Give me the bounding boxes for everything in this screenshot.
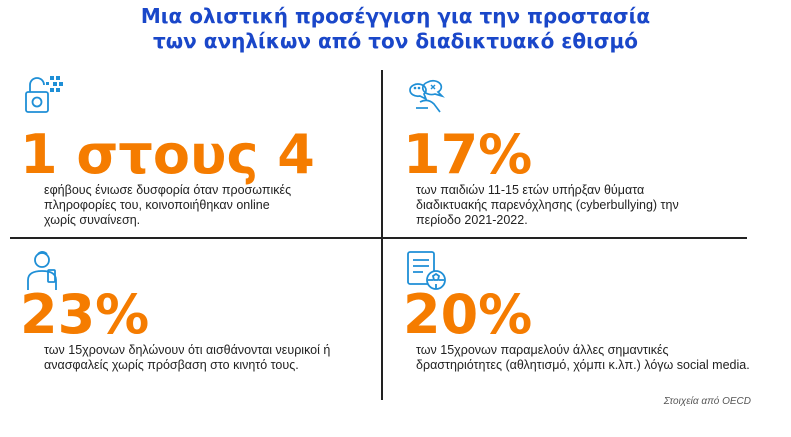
chat-bubbles-icon xyxy=(409,79,445,113)
stat-value-4: 20% xyxy=(403,283,533,346)
page-title: Μια ολιστική προσέγγιση για την προστασί… xyxy=(0,4,791,54)
title-line-1: Μια ολιστική προσέγγιση για την προστασί… xyxy=(140,4,651,28)
stat-value-2: 17% xyxy=(403,123,533,186)
stat-value-1: 1 στους 4 xyxy=(20,123,315,186)
stat-description-2: των παιδιών 11-15 ετών υπήρξαν θύματα δι… xyxy=(416,183,679,227)
vertical-divider xyxy=(381,70,383,400)
title-line-2: των ανηλίκων από τον διαδικτυακό εθισμό xyxy=(153,29,638,53)
stat-description-3: των 15χρονων δηλώνουν ότι αισθάνονται νε… xyxy=(44,343,331,372)
person-phone-icon xyxy=(27,251,57,290)
stat-description-1: εφήβους ένιωσε δυσφορία όταν προσωπικές … xyxy=(44,183,292,227)
stat-description-4: των 15χρονων παραμελούν άλλες σημαντικές… xyxy=(416,343,750,372)
lock-icon xyxy=(25,76,63,113)
horizontal-divider xyxy=(10,237,747,239)
source-note: Στοιχεία από OECD xyxy=(663,396,751,407)
stat-value-3: 23% xyxy=(20,283,150,346)
book-ball-icon xyxy=(407,251,446,290)
